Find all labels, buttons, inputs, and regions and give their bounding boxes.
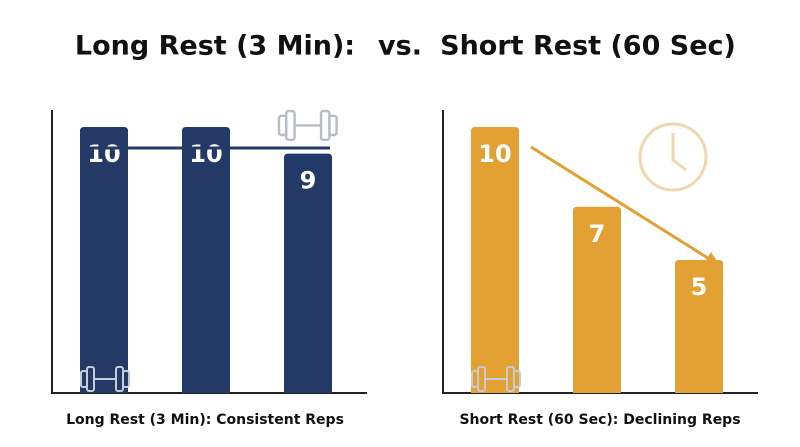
dumbbell-icon — [80, 366, 130, 392]
value-label: 10 — [189, 140, 222, 168]
chart-title: Short Rest (60 Sec) — [440, 31, 736, 62]
clock-face — [638, 122, 708, 192]
clock-hands — [671, 133, 687, 172]
bar — [471, 127, 519, 393]
value-label: 10 — [87, 140, 120, 168]
bar — [573, 206, 621, 393]
bar — [284, 153, 332, 393]
arrow-head — [703, 252, 721, 267]
plate — [513, 370, 521, 388]
bar — [80, 127, 128, 393]
chart-caption: Long Rest (3 Min): Consistent Reps — [66, 412, 344, 428]
value-label: 9 — [300, 167, 317, 195]
trend-arrow — [530, 145, 712, 262]
dumbbell-icon — [471, 366, 521, 392]
chart-title: Long Rest (3 Min): — [75, 31, 355, 62]
plate — [122, 370, 130, 388]
dumbbell-icon — [277, 109, 338, 142]
value-label: 5 — [691, 273, 708, 301]
bar — [675, 260, 723, 393]
connector-text: vs. — [378, 31, 422, 62]
value-label: 7 — [589, 220, 606, 248]
bar — [182, 127, 230, 393]
plate — [285, 109, 296, 142]
clock-icon — [638, 122, 708, 192]
plate — [319, 109, 331, 142]
chart-caption: Short Rest (60 Sec): Declining Reps — [459, 412, 740, 428]
value-label: 10 — [478, 140, 511, 168]
plate — [328, 114, 338, 137]
